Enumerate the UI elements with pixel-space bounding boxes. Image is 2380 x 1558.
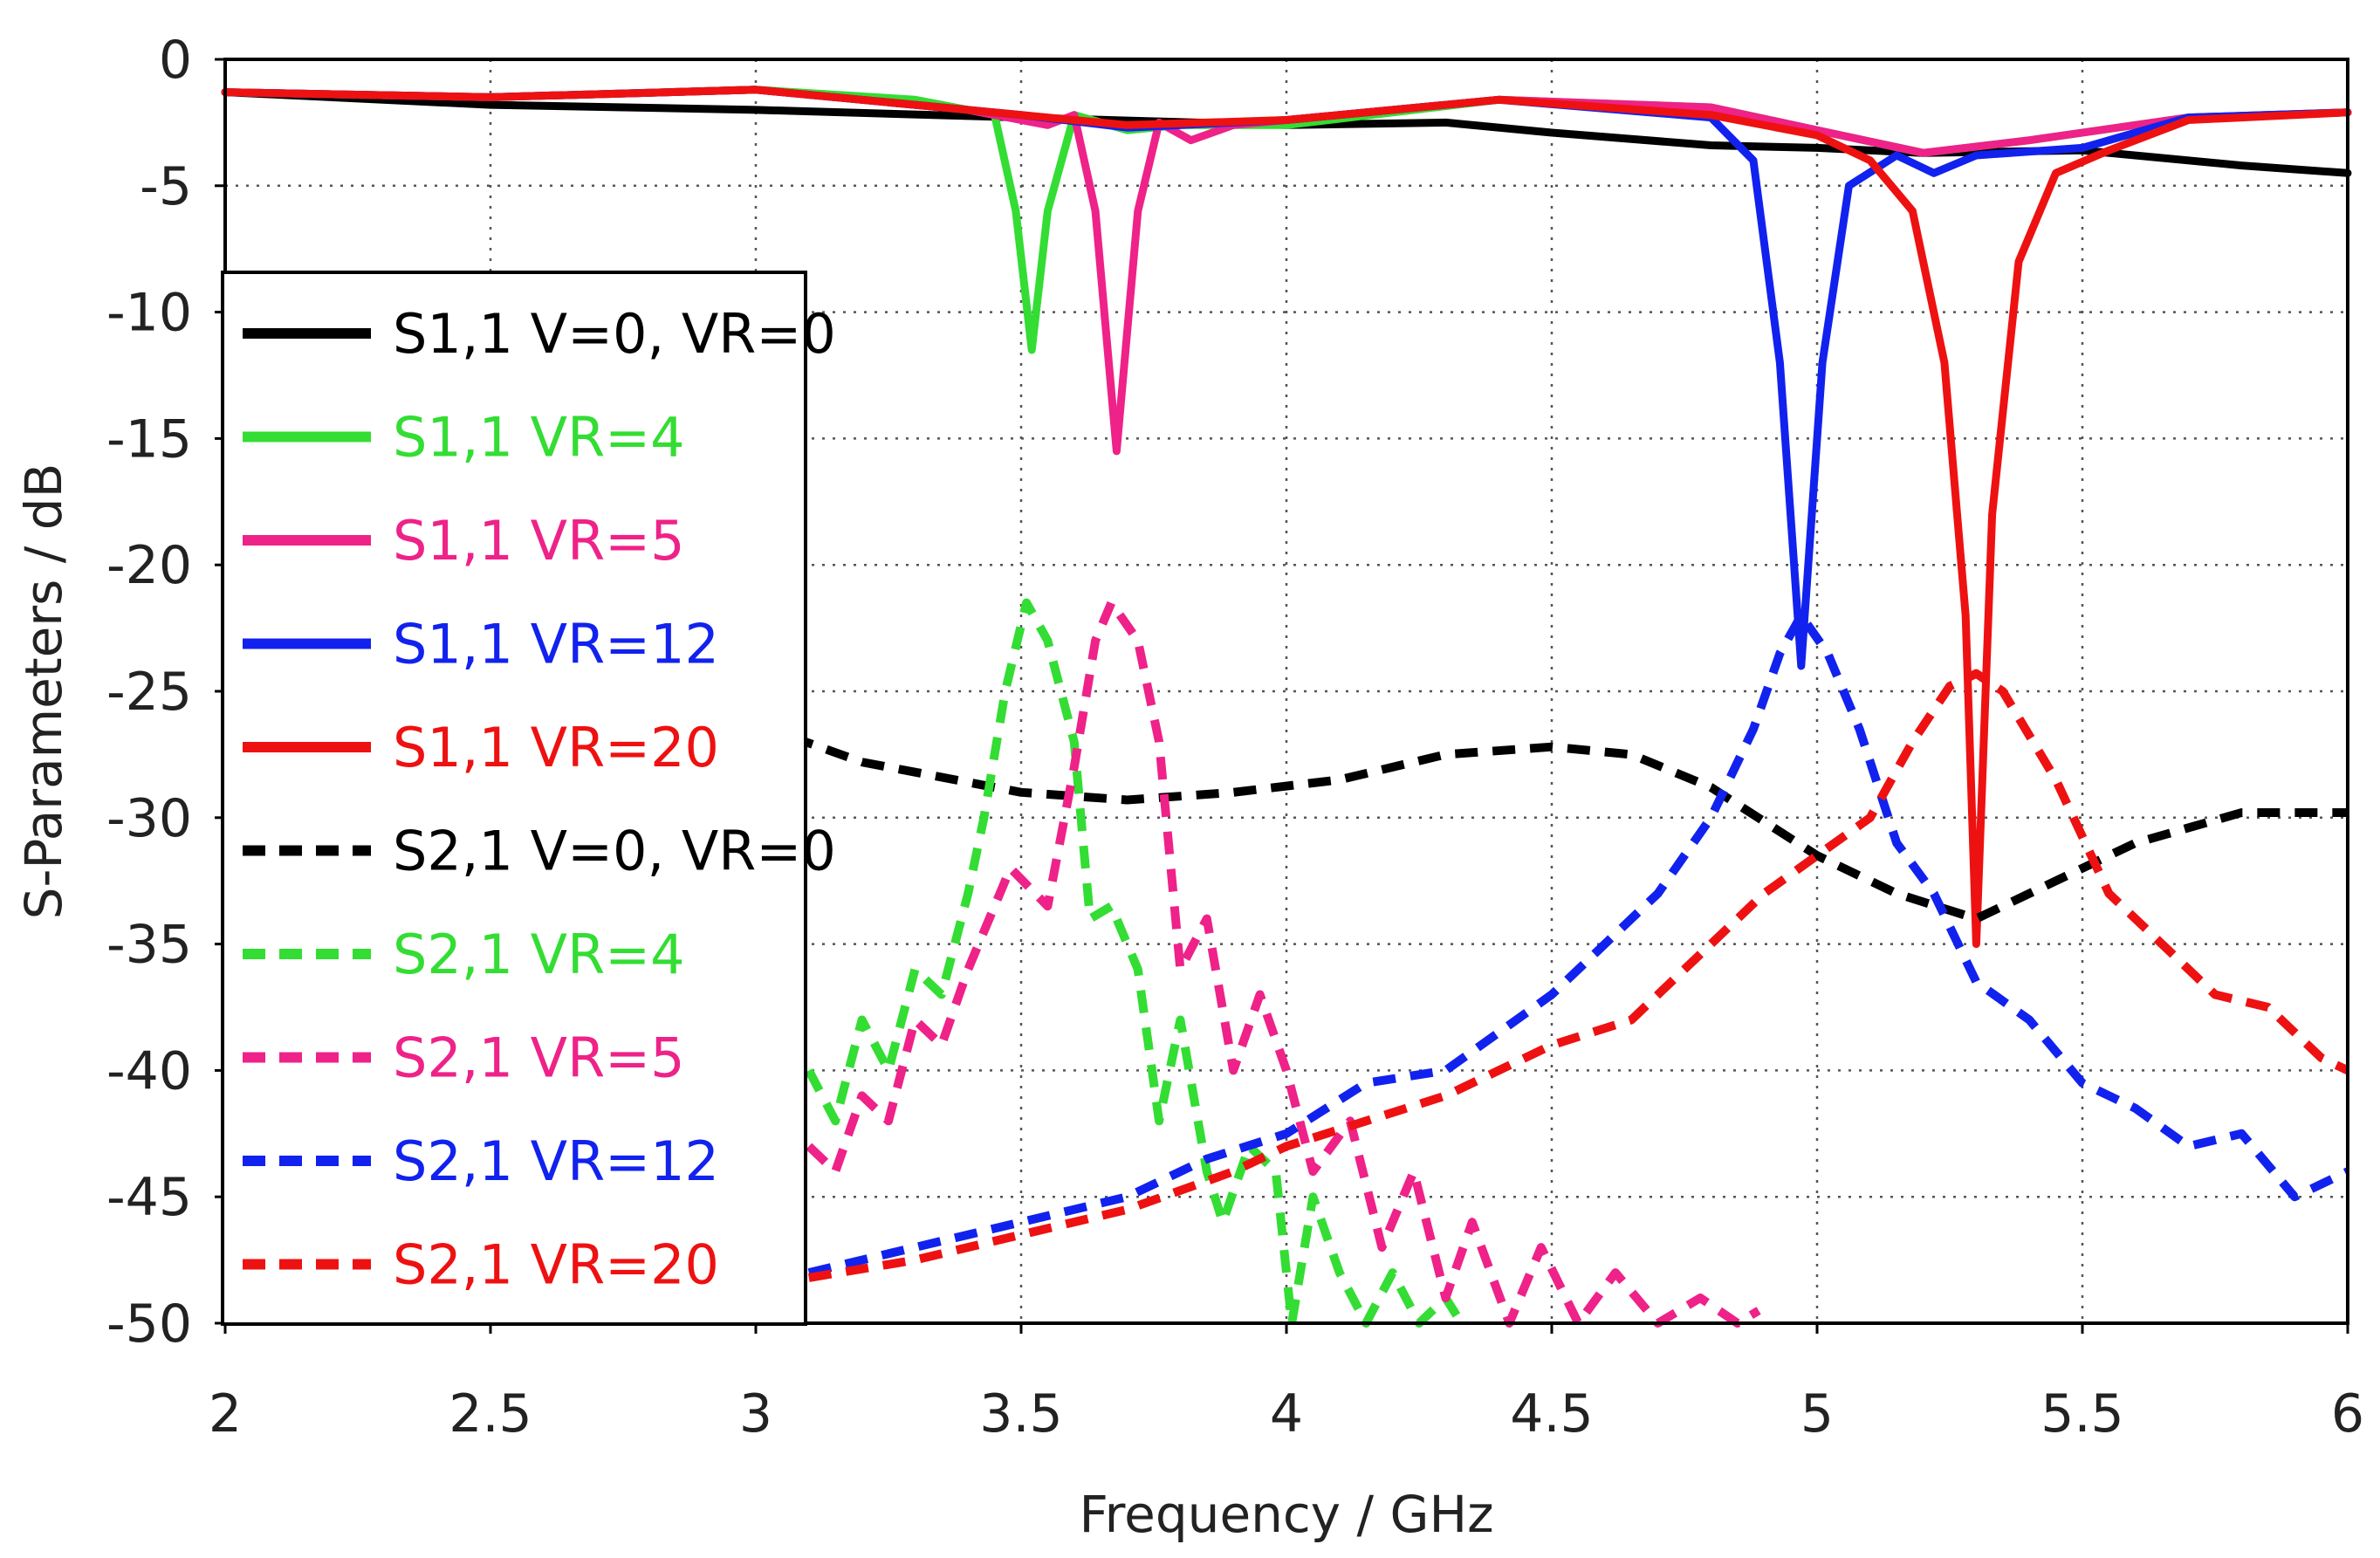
x-tick-label: 2.5 — [449, 1383, 532, 1445]
legend-label: S2,1 VR=4 — [393, 923, 685, 986]
x-tick-label: 5 — [1800, 1383, 1834, 1445]
legend: S1,1 V=0, VR=0 S1,1 VR=4 S1,1 VR=5 S1,1 VR=… — [221, 271, 836, 1326]
y-tick-label: -50 — [106, 1294, 192, 1355]
y-axis: 0 -5 -10 -15 -20 -25 -30 -35 -40 -45 -50 — [106, 30, 225, 1355]
x-axis-label: Frequency / GHz — [1079, 1485, 1493, 1544]
x-tick-label: 2 — [209, 1383, 242, 1445]
x-tick-label: 4 — [1270, 1383, 1303, 1445]
y-tick-label: -45 — [106, 1167, 192, 1228]
x-tick-label: 3 — [739, 1383, 772, 1445]
x-tick-label: 3.5 — [979, 1383, 1062, 1445]
series-line — [754, 719, 2348, 923]
series-line — [805, 598, 1465, 1328]
y-tick-label: 0 — [159, 30, 192, 91]
y-tick-label: -40 — [106, 1040, 192, 1102]
y-axis-label: S-Parameters / dB — [14, 463, 73, 920]
legend-label: S1,1 VR=4 — [393, 406, 685, 470]
x-tick-label: 5.5 — [2040, 1383, 2123, 1445]
legend-label: S2,1 VR=12 — [393, 1129, 719, 1193]
y-tick-label: -15 — [106, 408, 192, 470]
legend-label: S1,1 V=0, VR=0 — [393, 302, 836, 366]
y-tick-label: -20 — [106, 535, 192, 596]
x-axis: 2 2.5 3 3.5 4 4.5 5 5.5 6 — [209, 1323, 2364, 1445]
series-line — [807, 669, 2350, 1282]
legend-box — [221, 271, 807, 1326]
legend-label: S1,1 VR=20 — [393, 716, 719, 779]
x-tick-label: 4.5 — [1510, 1383, 1593, 1445]
legend-label: S1,1 VR=12 — [393, 613, 719, 676]
y-tick-label: -25 — [106, 662, 192, 723]
y-tick-label: -5 — [140, 156, 192, 217]
legend-label: S2,1 VR=20 — [393, 1233, 719, 1297]
x-tick-label: 6 — [2331, 1383, 2364, 1445]
series-line — [221, 86, 2352, 949]
series-line — [807, 611, 2350, 1277]
y-tick-label: -10 — [106, 283, 192, 344]
legend-label: S2,1 V=0, VR=0 — [393, 820, 836, 883]
series-layer — [221, 86, 2352, 1328]
y-tick-label: -35 — [106, 915, 192, 976]
legend-label: S1,1 VR=5 — [393, 509, 685, 573]
legend-label: S2,1 VR=5 — [393, 1026, 685, 1090]
series-line — [806, 598, 1761, 1328]
y-tick-label: -30 — [106, 788, 192, 849]
